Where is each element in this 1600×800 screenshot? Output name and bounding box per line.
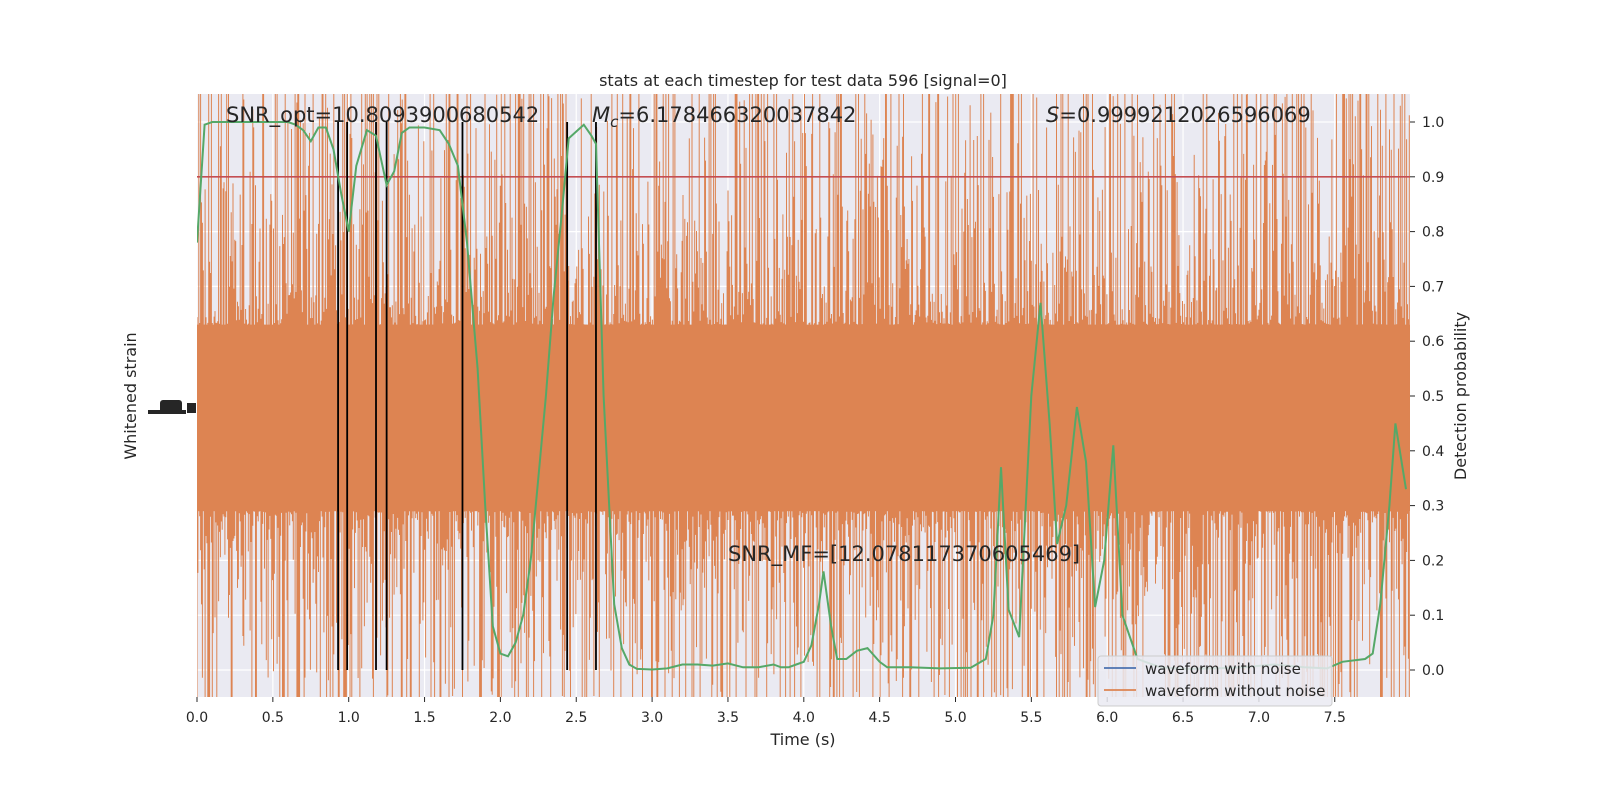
y-tick-label: 0.2 [1422, 553, 1444, 569]
legend-box [1097, 655, 1333, 707]
chart-title: stats at each timestep for test data 596… [599, 71, 1007, 90]
detection-vertical-lines [337, 122, 597, 670]
x-tick-label: 0.5 [262, 710, 284, 726]
snr-opt-annotation: SNR_opt=10.8093900680542 [226, 103, 539, 128]
y-tick-label: 1.0 [1422, 115, 1444, 131]
y-tick-label: 0.6 [1422, 334, 1444, 350]
y-tick-label: 0.9 [1422, 170, 1444, 186]
y-axis-right-ticks: 0.0 0.1 0.2 0.3 0.4 0.5 0.6 0.7 0.8 0.9 1.0 [1410, 115, 1444, 679]
x-tick-label: 6.5 [1172, 710, 1194, 726]
x-tick-label: 5.0 [944, 710, 966, 726]
y-axis-left-label: Whitened strain [121, 332, 140, 459]
x-axis-ticks: 0.0 0.5 1.0 1.5 2.0 2.5 3.0 3.5 4.0 4.5 5.0 5.5 6.0 6… [186, 697, 1346, 726]
series-lines [197, 121, 1407, 671]
x-tick-label: 2.0 [489, 710, 511, 726]
x-axis-label: Time (s) [769, 730, 835, 749]
legend-label-with-noise: waveform with noise [1145, 660, 1301, 678]
noise-band [197, 94, 1410, 697]
x-tick-label: 1.0 [338, 710, 360, 726]
x-tick-label: 0.0 [186, 710, 208, 726]
x-tick-label: 4.5 [869, 710, 891, 726]
x-tick-label: 7.5 [1324, 710, 1346, 726]
y-tick-label: 0.3 [1422, 499, 1444, 515]
y-tick-label: 0.5 [1422, 389, 1444, 405]
legend: waveform with noise waveform without noi… [1097, 655, 1333, 707]
x-tick-label: 4.0 [793, 710, 815, 726]
y-tick-label: 0.1 [1422, 608, 1444, 624]
x-tick-label: 3.5 [717, 710, 739, 726]
noise-trace [197, 94, 1410, 697]
left-axis-collapsed-ticks [148, 400, 196, 414]
s-annotation: S=0.9999212026596069 [1046, 103, 1311, 127]
y-tick-label: 0.8 [1422, 225, 1444, 241]
detection-probability-line [197, 121, 1407, 671]
x-tick-label: 5.5 [1020, 710, 1042, 726]
x-tick-label: 2.5 [565, 710, 587, 726]
y-tick-label: 0.0 [1422, 663, 1444, 679]
legend-label-without-noise: waveform without noise [1145, 682, 1325, 700]
x-tick-label: 6.0 [1096, 710, 1118, 726]
y-axis-right-label: Detection probability [1451, 312, 1470, 480]
y-tick-label: 0.4 [1422, 444, 1444, 460]
x-tick-label: 1.5 [413, 710, 435, 726]
chirp-mass-annotation: Mc=6.178466320037842 [592, 103, 856, 131]
y-tick-label: 0.7 [1422, 279, 1444, 295]
x-tick-label: 7.0 [1248, 710, 1270, 726]
x-tick-label: 3.0 [641, 710, 663, 726]
snr-mf-annotation: SNR_MF=[12.078117370605469] [728, 542, 1080, 567]
